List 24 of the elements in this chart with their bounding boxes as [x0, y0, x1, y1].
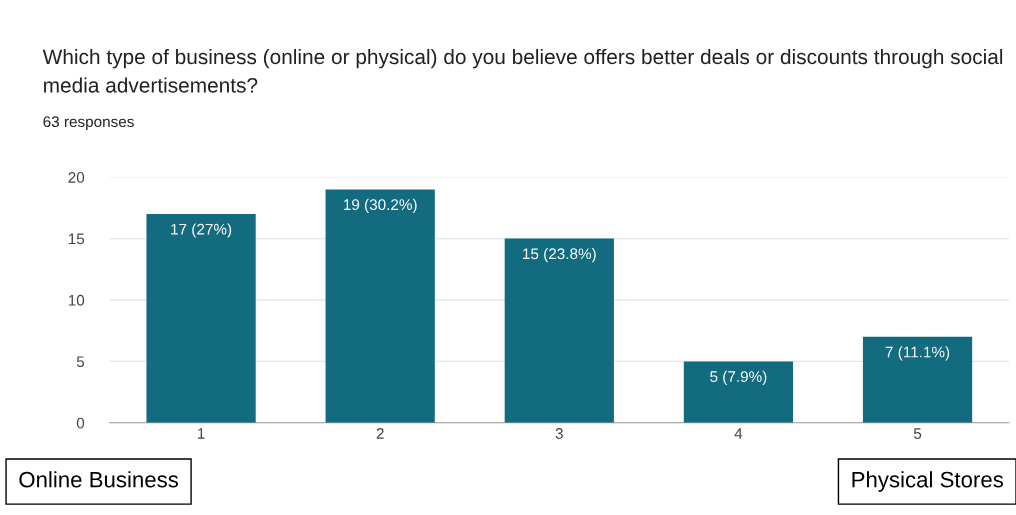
data-label: 15 (23.8%) [523, 247, 596, 263]
data-label: 5 (7.9%) [710, 370, 767, 386]
text: Physical Stores [852, 471, 1004, 492]
y-tick-label: 20 [68, 172, 85, 183]
data-label: 17 (27%) [171, 223, 232, 238]
x-tick-label: 1 [197, 428, 205, 439]
chart-subtitle: 63 responses [43, 116, 134, 131]
y-tick-label: 10 [68, 294, 85, 306]
bar [504, 238, 614, 423]
chart-title: Which type of business (online or physical) do you believe offers better deals or discounts through social media advertisements? [42, 48, 1003, 93]
x-tick-label: 5 [913, 428, 922, 439]
x-tick-label: 2 [376, 428, 384, 439]
y-tick-label: 5 [76, 356, 85, 368]
data-label: 19 (30.2%) [343, 198, 417, 214]
bar [146, 214, 256, 423]
y-tick-label: 0 [76, 417, 85, 429]
bar [325, 189, 435, 423]
bar [683, 361, 794, 423]
x-tick-label: 3 [555, 428, 563, 439]
data-label: 7 (11.1%) [885, 346, 950, 361]
y-tick-label: 15 [68, 233, 85, 245]
text: Online Business [19, 471, 179, 488]
bar [862, 336, 973, 423]
x-tick-label: 4 [734, 428, 743, 439]
